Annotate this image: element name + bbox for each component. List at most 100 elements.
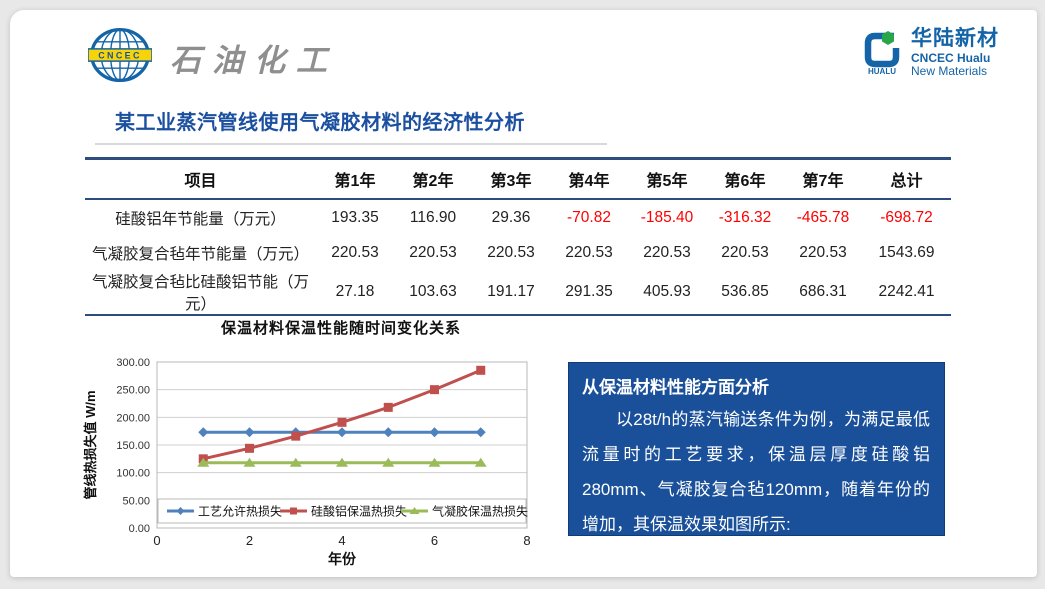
- row-value: 29.36: [491, 208, 531, 226]
- y-tick-label: 250.00: [116, 385, 150, 397]
- table-row-1: 气凝胶复合毡年节能量（万元） 220.53 220.53 220.53 220.53 22…: [85, 235, 951, 270]
- row-label: 硅酸铝年节能量（万元）: [115, 210, 286, 228]
- y-tick-label: 200.00: [116, 412, 150, 424]
- series-line-1: [202, 368, 482, 461]
- hualu-logo: HUALU 华陆新材 CNCEC Hualu New Materials: [861, 27, 999, 78]
- triangle-marker: [409, 507, 420, 514]
- row-value: 1543.69: [878, 243, 935, 261]
- x-tick-label: 0: [153, 533, 160, 548]
- title-underline: [95, 143, 607, 145]
- square-marker: [383, 402, 393, 412]
- petrochemical-label: 石油化工: [170, 42, 338, 78]
- row-value: -70.82: [567, 208, 611, 226]
- diamond-marker: [337, 427, 347, 438]
- cncec-logo: CNCEC 石油化工: [88, 26, 338, 84]
- y-tick-label: 50.00: [122, 495, 150, 507]
- hualu-name-en2: New Materials: [911, 63, 988, 78]
- triangle-marker: [197, 457, 210, 467]
- hualu-icon-text: HUALU: [868, 67, 896, 76]
- row-value: 220.53: [565, 243, 613, 261]
- table-col-header-0: 项目: [85, 158, 316, 200]
- row-value: 2242.41: [878, 283, 935, 300]
- hualu-icon: HUALU: [864, 31, 900, 76]
- row-value: 405.93: [643, 283, 691, 300]
- table-header-row: 项目 第1年 第2年 第3年 第4年 第5年 第6年 第7年 总计: [85, 158, 951, 200]
- square-marker: [245, 443, 254, 453]
- diamond-marker: [383, 427, 394, 438]
- table-col-header-4: 第4年: [550, 158, 628, 200]
- cncec-globe-icon: CNCEC: [88, 27, 152, 83]
- table-col-header-3: 第3年: [472, 158, 550, 200]
- y-tick-label: 300.00: [116, 357, 150, 369]
- square-marker: [430, 385, 439, 395]
- x-tick-label: 4: [338, 533, 345, 548]
- row-value: 220.53: [643, 243, 691, 261]
- row-value: 193.35: [331, 208, 379, 226]
- row-value: 291.35: [565, 283, 613, 300]
- x-tick-label: 6: [431, 533, 438, 548]
- row-label: 气凝胶复合毡比硅酸铝节能（万元）: [91, 274, 309, 313]
- diamond-marker: [429, 427, 440, 438]
- y-tick-label: 0.00: [129, 523, 150, 535]
- row-value: 103.63: [409, 283, 457, 300]
- x-axis-title: 年份: [328, 551, 357, 568]
- row-value: -316.32: [718, 208, 772, 226]
- row-value: 220.53: [487, 243, 535, 261]
- hualu-logo-text: 华陆新材 CNCEC Hualu New Materials: [911, 27, 999, 78]
- row-value: 191.17: [487, 283, 535, 300]
- row-value: -465.78: [796, 208, 850, 226]
- square-marker: [337, 417, 347, 427]
- triangle-marker: [382, 457, 395, 467]
- row-value: 220.53: [331, 243, 379, 261]
- table-row-0: 硅酸铝年节能量（万元） 193.35 116.90 29.36 -70.82 -185.4…: [85, 199, 951, 235]
- table-col-header-6: 第6年: [706, 158, 784, 200]
- legend-label-1: 硅酸铝保温热损失: [311, 504, 407, 519]
- row-value: 536.85: [721, 283, 769, 300]
- hualu-name-en1: CNCEC Hualu: [911, 51, 991, 66]
- row-value: 220.53: [799, 243, 847, 261]
- x-tick-label: 8: [523, 533, 530, 548]
- table-col-header-2: 第2年: [394, 158, 472, 200]
- legend-box: [157, 498, 527, 524]
- chart-title: 保温材料保温性能随时间变化关系: [220, 321, 461, 337]
- diamond-marker: [475, 427, 486, 438]
- table-row-2: 气凝胶复合毡比硅酸铝节能（万元） 27.18 103.63 191.17 291.35 4…: [85, 270, 951, 315]
- x-tick-label: 2: [246, 533, 253, 548]
- square-marker: [291, 431, 301, 441]
- diamond-marker: [176, 507, 185, 515]
- legend-label-2: 气凝胶保温热损失: [432, 504, 528, 519]
- triangle-marker: [336, 457, 348, 467]
- square-marker: [290, 507, 297, 515]
- y-axis-title: 管线热损失值 W/m: [83, 390, 98, 499]
- square-marker: [476, 365, 486, 375]
- triangle-marker: [243, 457, 256, 467]
- y-tick-label: 150.00: [116, 440, 150, 452]
- row-value: 686.31: [799, 283, 847, 300]
- table-col-header-8: 总计: [862, 158, 951, 200]
- plot-border: [156, 361, 528, 529]
- table-col-header-7: 第7年: [784, 158, 862, 200]
- triangle-marker: [289, 457, 302, 467]
- row-value: 220.53: [409, 243, 457, 261]
- insulation-performance-chart: 0.00 50.00 100.00 150.00 200.00 250.00 300.00 0…: [83, 357, 531, 568]
- slide-card: CNCEC 石油化工 HUALU 华陆新材 CNCEC Hualu New Ma…: [10, 10, 1037, 577]
- info-box-body: 以28t/h的蒸汽输送条件为例，为满足最低流量时的工艺要求，保温层厚度硅酸铝28…: [582, 410, 930, 534]
- row-value: 27.18: [335, 283, 375, 300]
- analysis-info-box: 从保温材料性能方面分析 以28t/h的蒸汽输送条件为例，为满足最低流量时的工艺要…: [568, 362, 945, 536]
- hualu-name-cn: 华陆新材: [911, 27, 999, 50]
- economics-table: 项目 第1年 第2年 第3年 第4年 第5年 第6年 第7年 总计 硅酸铝年节能量（万元） 193…: [85, 157, 951, 316]
- info-box-heading: 从保温材料性能方面分析: [582, 378, 769, 397]
- cncec-logo-text: CNCEC: [98, 50, 142, 60]
- y-tick-label: 100.00: [116, 468, 150, 480]
- row-value: 116.90: [409, 208, 457, 226]
- row-label: 气凝胶复合毡年节能量（万元）: [91, 245, 309, 263]
- row-value: -185.40: [640, 208, 694, 226]
- page-title: 某工业蒸汽管线使用气凝胶材料的经济性分析: [115, 112, 525, 134]
- diamond-marker: [244, 427, 255, 438]
- table-col-header-1: 第1年: [316, 158, 394, 200]
- row-value: 220.53: [721, 243, 769, 261]
- triangle-marker: [428, 457, 441, 467]
- triangle-marker: [474, 457, 487, 467]
- diamond-marker: [198, 427, 209, 438]
- row-value: -698.72: [880, 208, 933, 226]
